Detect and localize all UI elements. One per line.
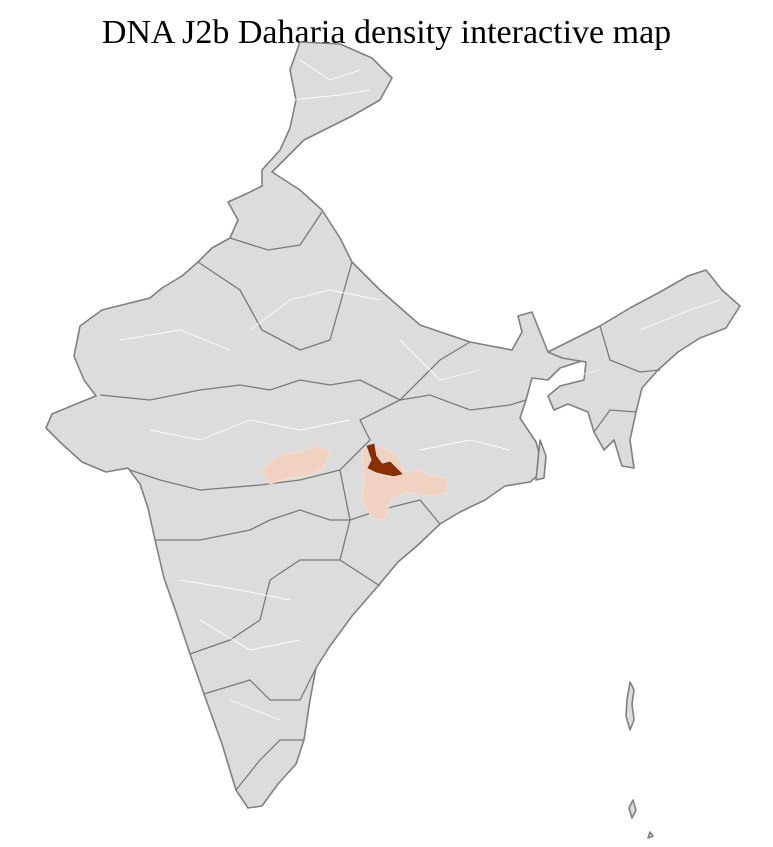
- islands: [535, 439, 654, 839]
- high-density-region[interactable]: [366, 443, 403, 477]
- map-title: DNA J2b Daharia density interactive map: [101, 14, 672, 51]
- state-borders: [99, 211, 661, 791]
- district-borders: [119, 59, 721, 721]
- low-density-region-west[interactable]: [261, 445, 331, 485]
- density-regions[interactable]: [261, 443, 449, 521]
- northeast[interactable]: [547, 269, 741, 469]
- mainland[interactable]: [45, 41, 586, 809]
